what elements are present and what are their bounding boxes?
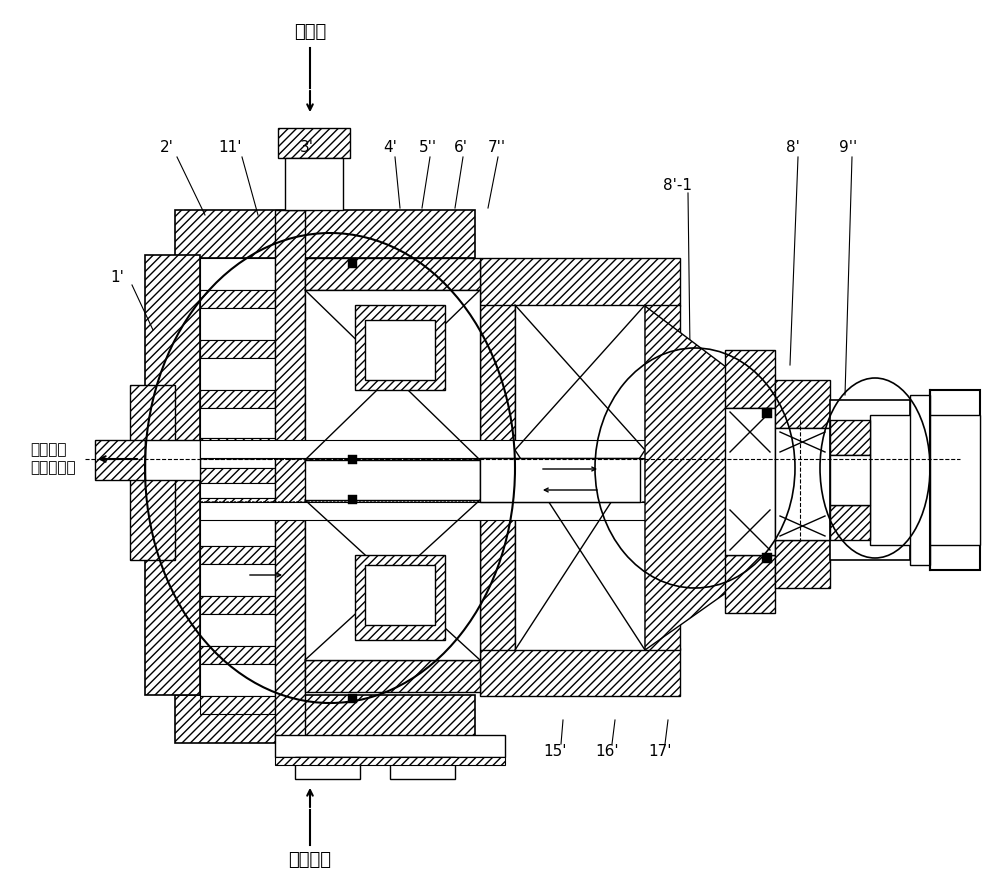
Bar (870, 415, 980, 545)
Bar (145, 440, 200, 480)
Bar (830, 455, 870, 505)
Bar (200, 438, 275, 453)
Text: 17': 17' (648, 745, 672, 759)
Bar (200, 596, 275, 614)
Bar (775, 428, 830, 540)
Bar (175, 210, 475, 258)
Bar (775, 380, 830, 428)
Bar (480, 458, 640, 502)
Bar (200, 453, 275, 468)
Bar (200, 502, 770, 520)
Text: 16': 16' (595, 745, 619, 759)
Bar (285, 158, 343, 210)
Bar (145, 255, 200, 695)
Bar (200, 290, 275, 308)
Bar (200, 468, 275, 483)
Text: 8'-1: 8'-1 (664, 178, 692, 193)
Bar (830, 505, 870, 540)
Bar (275, 210, 305, 743)
Bar (775, 540, 830, 588)
Bar (348, 455, 357, 464)
Bar (480, 648, 680, 696)
Bar (278, 128, 350, 158)
Bar (305, 660, 480, 692)
Bar (910, 395, 930, 565)
Bar (355, 555, 445, 640)
Bar (200, 696, 275, 714)
Bar (200, 664, 275, 696)
Bar (390, 757, 455, 779)
Bar (348, 694, 357, 703)
Bar (200, 498, 275, 516)
Text: 3': 3' (300, 141, 314, 155)
Bar (200, 546, 275, 564)
Text: 8': 8' (786, 141, 800, 155)
Text: 潤滑油入: 潤滑油入 (288, 851, 332, 869)
Bar (725, 408, 775, 555)
Text: 空氣入: 空氣入 (294, 23, 326, 41)
Bar (200, 408, 275, 438)
Bar (830, 400, 910, 560)
Text: 11': 11' (218, 141, 242, 155)
Text: 9'': 9'' (839, 141, 857, 155)
Polygon shape (645, 306, 730, 650)
Bar (725, 350, 775, 408)
Bar (275, 757, 505, 765)
Bar (645, 305, 680, 405)
Bar (200, 646, 275, 664)
Text: 壓縮空氣出: 壓縮空氣出 (30, 460, 76, 475)
Text: 7'': 7'' (488, 141, 506, 155)
Bar (200, 483, 275, 498)
Bar (175, 695, 475, 743)
Bar (200, 308, 275, 340)
Bar (930, 390, 980, 570)
Bar (200, 358, 275, 390)
Text: 潤滑油及: 潤滑油及 (30, 442, 66, 458)
Bar (305, 290, 480, 460)
Bar (305, 500, 480, 660)
Bar (95, 440, 145, 480)
Bar (200, 516, 275, 546)
Bar (830, 420, 870, 455)
Bar (355, 305, 445, 390)
Bar (365, 565, 435, 625)
Text: 2': 2' (160, 141, 174, 155)
Text: 4': 4' (383, 141, 397, 155)
Bar (480, 305, 515, 650)
Bar (762, 553, 772, 563)
Bar (275, 735, 505, 757)
Bar (348, 259, 357, 268)
Bar (130, 385, 175, 560)
Bar (762, 408, 772, 418)
Bar (200, 440, 770, 458)
Bar (200, 340, 275, 358)
Text: 6': 6' (454, 141, 468, 155)
Bar (200, 564, 275, 596)
Bar (365, 320, 435, 380)
Bar (200, 258, 275, 290)
Bar (295, 757, 360, 779)
Bar (200, 390, 275, 408)
Bar (645, 555, 680, 650)
Bar (200, 614, 275, 646)
Bar (725, 555, 775, 613)
Bar (348, 495, 357, 504)
Text: 5'': 5'' (419, 141, 437, 155)
Bar (480, 258, 680, 306)
Bar (305, 258, 480, 290)
Text: 15': 15' (543, 745, 567, 759)
Text: 1': 1' (110, 270, 124, 285)
Bar (515, 305, 645, 650)
